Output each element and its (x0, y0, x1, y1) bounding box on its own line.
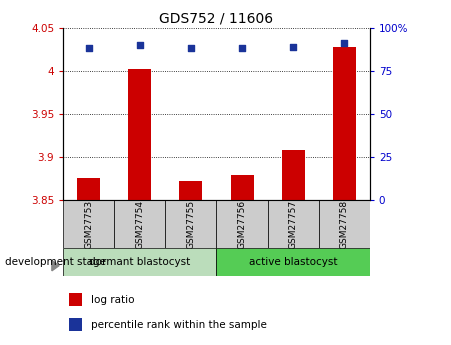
Text: active blastocyst: active blastocyst (249, 257, 337, 267)
Text: GSM27757: GSM27757 (289, 200, 298, 249)
Text: GSM27754: GSM27754 (135, 200, 144, 249)
Bar (333, 47, 356, 200)
Text: GSM27758: GSM27758 (340, 200, 349, 249)
Bar (63, 248, 216, 276)
Bar (114, 200, 166, 248)
Point (136, 42, 143, 48)
Bar (319, 200, 370, 248)
Bar (129, 69, 152, 200)
Text: development stage: development stage (5, 257, 106, 267)
Text: dormant blastocyst: dormant blastocyst (89, 257, 190, 267)
Title: GDS752 / 11606: GDS752 / 11606 (159, 11, 274, 25)
Text: GSM27753: GSM27753 (84, 200, 93, 249)
Bar (63, 200, 114, 248)
Text: GSM27755: GSM27755 (186, 200, 195, 249)
Point (341, 40, 348, 46)
Text: percentile rank within the sample: percentile rank within the sample (91, 319, 267, 329)
Bar (281, 150, 305, 200)
Bar (166, 200, 216, 248)
Bar (77, 178, 100, 200)
Point (239, 46, 246, 51)
Point (290, 44, 297, 49)
Point (187, 46, 194, 51)
Polygon shape (52, 260, 59, 271)
Bar (179, 181, 202, 200)
Bar (69, 294, 82, 306)
Bar (216, 248, 370, 276)
Bar (69, 318, 82, 331)
Point (85, 46, 92, 51)
Text: log ratio: log ratio (91, 295, 134, 305)
Bar (267, 200, 319, 248)
Text: GSM27756: GSM27756 (238, 200, 247, 249)
Bar (216, 200, 267, 248)
Bar (230, 175, 253, 200)
